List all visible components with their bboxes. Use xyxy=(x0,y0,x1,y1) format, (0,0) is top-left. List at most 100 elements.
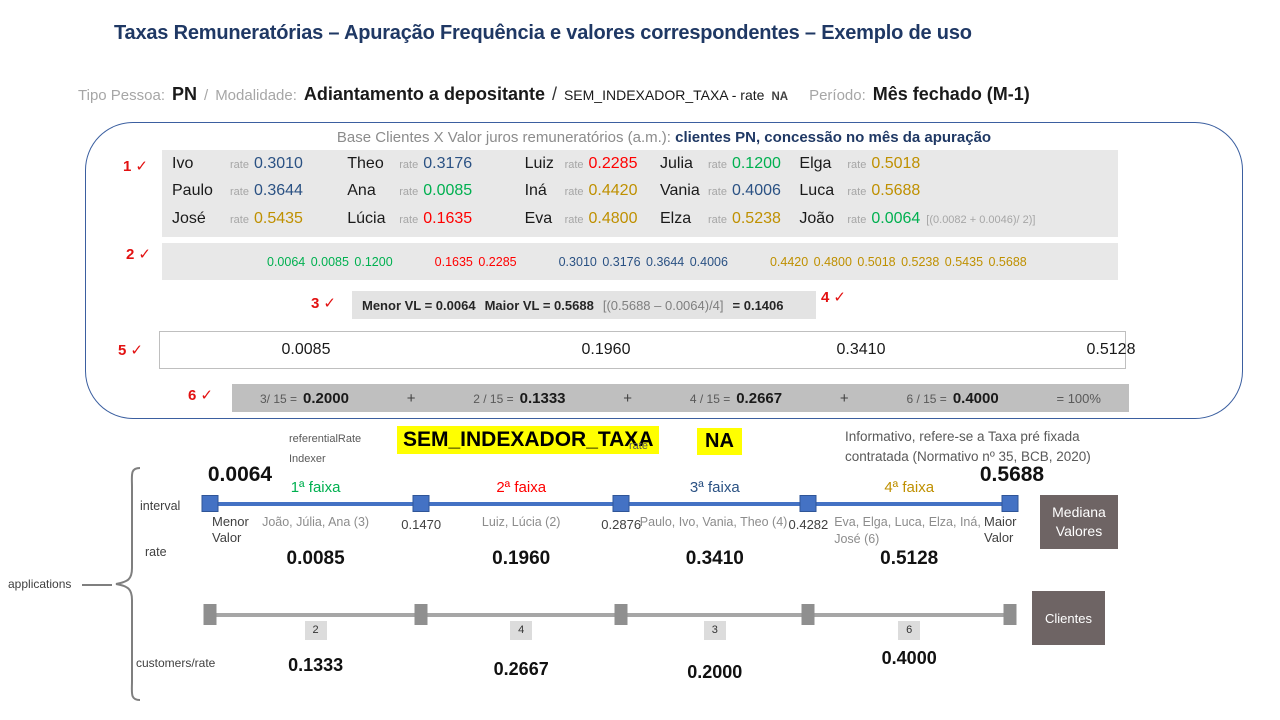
client-rate-value: 0.2285 xyxy=(588,155,638,172)
fraction-value: 0.1333 xyxy=(519,389,566,407)
curly-brace-icon xyxy=(115,467,141,701)
client-name: Julia xyxy=(659,155,693,172)
client-rate-value: 0.5435 xyxy=(253,209,303,227)
menor-vl: Menor VL = 0.0064 xyxy=(362,297,476,313)
client-name: Luiz xyxy=(524,155,554,172)
faixa-label: 2ª faixa xyxy=(496,479,547,496)
client-row: Ivo rate 0.3010 xyxy=(172,155,347,182)
faixa-label: 3ª faixa xyxy=(689,479,740,496)
client-column: Ivo rate 0.3010 Paulo rate 0.3644 José rate 0.54… xyxy=(172,155,347,237)
rate-label: rate xyxy=(230,159,249,171)
mediana-valores-box: Mediana Valores xyxy=(1040,495,1118,549)
customer-rate-value: 0.1333 xyxy=(288,655,344,675)
maior-vl: Maior VL = 0.5688 xyxy=(484,297,594,313)
fraction-item: 4 / 15 = 0.2667 xyxy=(690,390,782,407)
customer-count-badge: 3 xyxy=(703,621,726,640)
rate-na-highlight: NA xyxy=(697,428,742,455)
client-name: Elza xyxy=(659,209,692,227)
interval-node-icon xyxy=(201,495,219,512)
informativo-line1: Informativo, refere-se a Taxa pré fixada xyxy=(845,429,1080,444)
rate-label: rate xyxy=(629,440,648,452)
fraction-expression: 4 / 15 = xyxy=(689,391,731,406)
rate-label: rate xyxy=(564,159,584,171)
customer-rate-value: 0.2000 xyxy=(687,662,743,682)
applications-label: applications xyxy=(8,577,72,591)
faixa-label: 4ª faixa xyxy=(884,479,935,496)
client-rate-value: 0.1635 xyxy=(423,209,473,227)
separator: / xyxy=(204,87,209,104)
fraction-expression: 6 / 15 = xyxy=(906,391,947,406)
client-rate-value: 0.3176 xyxy=(423,155,473,172)
faixa-label: 1ª faixa xyxy=(290,479,341,496)
client-column: Elga rate 0.5018 Luca rate 0.5688 João rate 0.00… xyxy=(799,155,1118,237)
interval-tick-value: 0.4282 xyxy=(788,517,829,532)
applications-connector-line xyxy=(82,584,112,586)
rate-axis-label: rate xyxy=(145,545,167,559)
client-name: José xyxy=(172,209,206,227)
interval-label: interval xyxy=(140,499,181,513)
step-4-marker: 4 ✓ xyxy=(821,288,846,307)
periodo-value: Mês fechado (M-1) xyxy=(872,84,1030,104)
client-row: José rate 0.5435 xyxy=(172,210,347,237)
check-icon: ✓ xyxy=(200,387,213,404)
client-row: Vania rate 0.4006 xyxy=(660,182,799,209)
client-name: Lúcia xyxy=(347,209,386,227)
client-rate-value: 0.4420 xyxy=(588,182,638,200)
step-2-marker: 2 ✓ xyxy=(126,245,151,264)
rate-label: rate xyxy=(847,186,867,199)
interval-tick-value: 0.1470 xyxy=(401,517,442,532)
client-name: Luca xyxy=(799,182,835,200)
interval-result: = 0.1406 xyxy=(732,297,784,313)
fraction-item: 2 / 15 = 0.1333 xyxy=(473,390,565,407)
rate-label: rate xyxy=(399,213,419,226)
faixa-client-names: João, Júlia, Ana (3) xyxy=(262,515,370,529)
customers-rate-label: customers/rate xyxy=(136,656,216,670)
fraction-expression: 2 / 15 = xyxy=(473,391,514,406)
interval-node-icon xyxy=(799,495,817,512)
separator: / xyxy=(551,84,557,104)
sorted-group: 0.1635 0.2285 xyxy=(434,254,517,269)
client-name: Elga xyxy=(799,155,832,172)
client-column: Theo rate 0.3176 Ana rate 0.0085 Lúcia rate 0.16… xyxy=(347,155,508,237)
client-row: Ana rate 0.0085 xyxy=(347,182,508,209)
client-name: Vania xyxy=(659,182,700,200)
faixa-median-rate: 0.1960 xyxy=(492,548,551,569)
step-number: 5 xyxy=(118,341,127,359)
step-5-marker: 5 ✓ xyxy=(118,341,143,360)
referential-rate-line1: referentialRate xyxy=(289,433,362,445)
check-icon: ✓ xyxy=(833,289,846,306)
plus-sign: + xyxy=(623,389,633,407)
client-rate-value: 0.5018 xyxy=(871,155,921,172)
median-value: 0.3410 xyxy=(836,341,886,358)
client-row: Elza rate 0.5238 xyxy=(660,210,799,237)
customer-rate-value: 0.4000 xyxy=(881,648,937,668)
step-number: 4 xyxy=(821,288,830,306)
client-rate-value: 0.5238 xyxy=(731,209,781,227)
subtitle-row: Tipo Pessoa: PN / Modalidade: Adiantamen… xyxy=(78,84,1030,105)
clientes-box: Clientes xyxy=(1032,591,1105,645)
informativo-line2: contratada (Normativo nº 35, BCB, 2020) xyxy=(845,449,1091,465)
client-name: Theo xyxy=(347,155,384,172)
client-rate-note: [(0.0082 + 0.0046)/ 2)] xyxy=(926,213,1036,226)
client-row: Luiz rate 0.2285 xyxy=(525,155,660,182)
client-row: Luca rate 0.5688 xyxy=(799,182,1118,209)
rate-label: rate xyxy=(707,186,727,199)
max-value: 0.5688 xyxy=(979,463,1045,486)
step-1-marker: 1 ✓ xyxy=(123,157,148,176)
fraction-value: 0.2000 xyxy=(303,389,349,407)
step-number: 2 xyxy=(126,245,135,263)
client-row: Paulo rate 0.3644 xyxy=(172,182,347,209)
tipo-pessoa-label: Tipo Pessoa: xyxy=(78,87,165,104)
rate-label: rate xyxy=(230,186,249,199)
interval-number-line: 0.1470 0.2876 0.4282 1ª faixa João, Júlia, A… xyxy=(201,479,1019,569)
client-rate-value: 0.4800 xyxy=(588,209,638,227)
interval-tick-value: 0.2876 xyxy=(601,517,642,532)
min-value: 0.0064 xyxy=(207,463,273,486)
referential-rate-indexer-label: referentialRate Indexer xyxy=(289,429,361,469)
faixa-median-rate: 0.5128 xyxy=(880,548,939,569)
client-row: Elga rate 0.5018 xyxy=(799,155,1118,182)
fraction-item: 3/ 15 = 0.2000 xyxy=(260,390,349,407)
interval-node-icon xyxy=(1001,495,1019,512)
modalidade-value: Adiantamento a depositante xyxy=(303,84,545,104)
clients-rates-table: Ivo rate 0.3010 Paulo rate 0.3644 José rate 0.54… xyxy=(162,150,1118,237)
